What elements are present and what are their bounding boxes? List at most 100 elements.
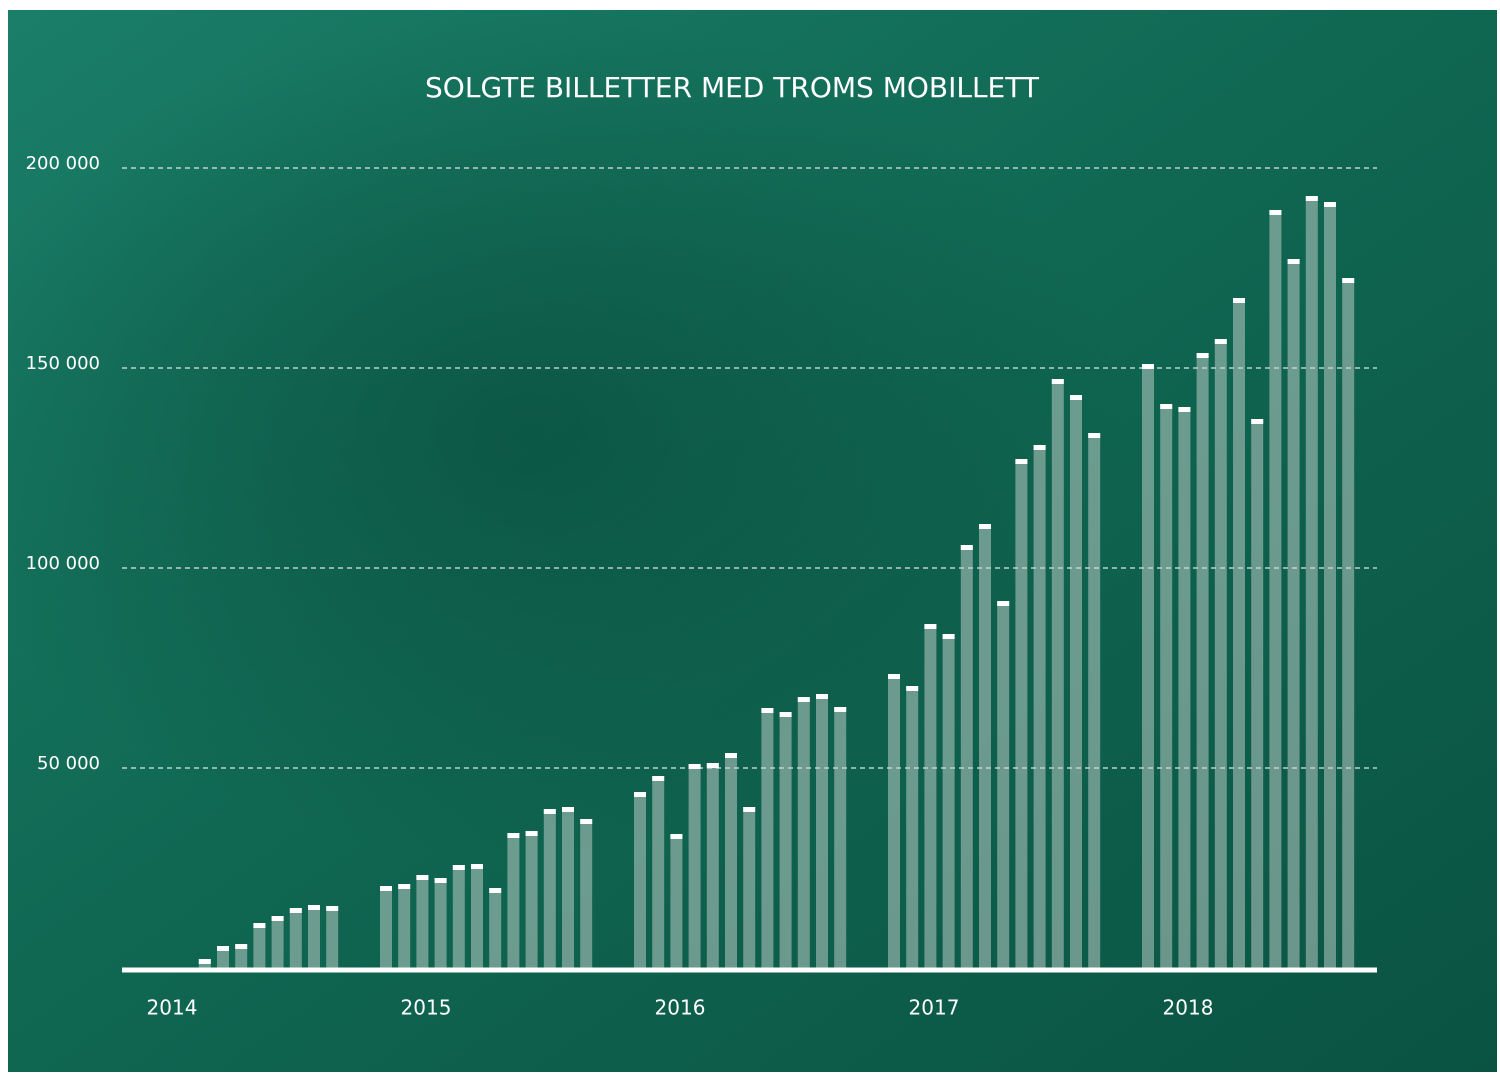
bar (471, 864, 483, 968)
bar-cap (1160, 404, 1173, 409)
bar-cap (398, 884, 411, 889)
bar-cap (434, 878, 447, 883)
y-tick-label: 150 000 (26, 353, 100, 374)
bar (380, 886, 392, 968)
bar-cap (1233, 298, 1245, 303)
bar-cap (562, 807, 574, 812)
bar-cap (326, 906, 339, 911)
bar (507, 833, 520, 968)
bar-cap (761, 708, 774, 713)
bar-cap (1015, 459, 1028, 464)
bar (235, 944, 248, 968)
bar (1033, 445, 1046, 968)
bar-cap (217, 946, 229, 951)
bar (308, 905, 320, 968)
bar-cap (779, 712, 792, 717)
bar-cap (253, 923, 266, 928)
bar-cap (924, 624, 937, 629)
bar-cap (1305, 196, 1318, 201)
bar-cap (670, 834, 683, 839)
bar-cap (688, 764, 701, 769)
bar-cap (652, 776, 665, 781)
bar-cap (1342, 278, 1355, 283)
bar (634, 792, 646, 968)
bar-cap (1287, 259, 1300, 264)
bar (217, 946, 229, 968)
bar (1305, 196, 1318, 968)
bar (652, 776, 665, 968)
bar (979, 524, 991, 968)
bar-cap (489, 888, 502, 893)
bar (289, 908, 302, 968)
x-tick-label: 2016 (655, 996, 706, 1020)
bar-cap (743, 807, 756, 812)
bar (271, 916, 284, 968)
bar-cap (906, 686, 919, 691)
bar-cap (543, 809, 556, 814)
bar (434, 878, 447, 968)
bar (670, 834, 683, 968)
bar (706, 763, 719, 968)
bar-cap (997, 601, 1010, 606)
bar-cap (797, 697, 810, 702)
bar-cap (271, 916, 284, 921)
bar-cap (452, 865, 465, 870)
bar (888, 674, 900, 968)
bar (779, 712, 792, 968)
y-tick-label: 100 000 (26, 553, 100, 574)
bar (1324, 202, 1336, 968)
x-tick-label: 2014 (147, 996, 198, 1020)
x-tick-label: 2017 (909, 996, 960, 1020)
bar-cap (1070, 395, 1082, 400)
bar-cap (942, 634, 955, 639)
bar (580, 819, 593, 968)
bar-cap (507, 833, 520, 838)
bar-cap (416, 875, 429, 880)
bar-cap (289, 908, 302, 913)
bar (1342, 278, 1355, 968)
bar-cap (1033, 445, 1046, 450)
y-tick-label: 50 000 (37, 753, 100, 774)
bar-cap (1051, 379, 1064, 384)
bar (1196, 353, 1209, 968)
bar (1178, 407, 1191, 968)
bar (1160, 404, 1173, 968)
bar (1251, 419, 1264, 968)
bar (525, 831, 538, 968)
bar (452, 865, 465, 968)
bar (924, 624, 937, 968)
bar (543, 809, 556, 968)
bar (797, 697, 810, 968)
bar-cap (1142, 364, 1154, 369)
bar-cap (471, 864, 483, 869)
bar-cap (1088, 433, 1101, 438)
bar-cap (1251, 419, 1264, 424)
bar-cap (706, 763, 719, 768)
bar (997, 601, 1010, 968)
bar (816, 694, 828, 968)
bar (326, 906, 339, 968)
bar (562, 807, 574, 968)
bar-cap (1214, 339, 1227, 344)
bar (1269, 210, 1282, 968)
bar-cap (1269, 210, 1282, 215)
bar-cap (960, 545, 973, 550)
bar (1214, 339, 1227, 968)
bar (1070, 395, 1082, 968)
x-tick-label: 2015 (401, 996, 452, 1020)
bar-cap (525, 831, 538, 836)
bar-cap (888, 674, 900, 679)
bar-cap (380, 886, 392, 891)
bar-cap (1178, 407, 1191, 412)
bar (960, 545, 973, 968)
bar-cap (580, 819, 593, 824)
bar (489, 888, 502, 968)
bar-cap (1324, 202, 1336, 207)
bar (942, 634, 955, 968)
bar (688, 764, 701, 968)
bar-cap (198, 959, 211, 964)
bar (834, 707, 847, 968)
y-tick-label: 200 000 (26, 153, 100, 174)
